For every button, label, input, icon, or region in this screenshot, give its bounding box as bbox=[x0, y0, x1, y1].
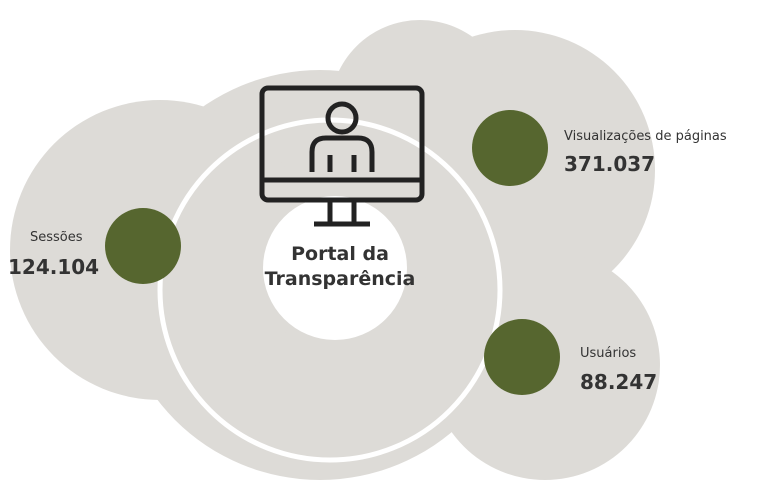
stat-label: Usuários bbox=[580, 346, 636, 361]
stat-dot bbox=[472, 110, 548, 186]
stat-value: 371.037 bbox=[564, 152, 655, 176]
stat-value: 124.104 bbox=[8, 255, 99, 279]
monitor-icon bbox=[259, 85, 425, 227]
inner-circle bbox=[263, 196, 407, 340]
stat-dot bbox=[484, 319, 560, 395]
stat-label: Sessões bbox=[30, 230, 83, 245]
stat-label: Visualizações de páginas bbox=[564, 129, 727, 144]
stat-dot bbox=[105, 208, 181, 284]
center-title: Portal da bbox=[291, 243, 389, 265]
center-title: Transparência bbox=[265, 268, 416, 290]
stat-value: 88.247 bbox=[580, 370, 657, 394]
